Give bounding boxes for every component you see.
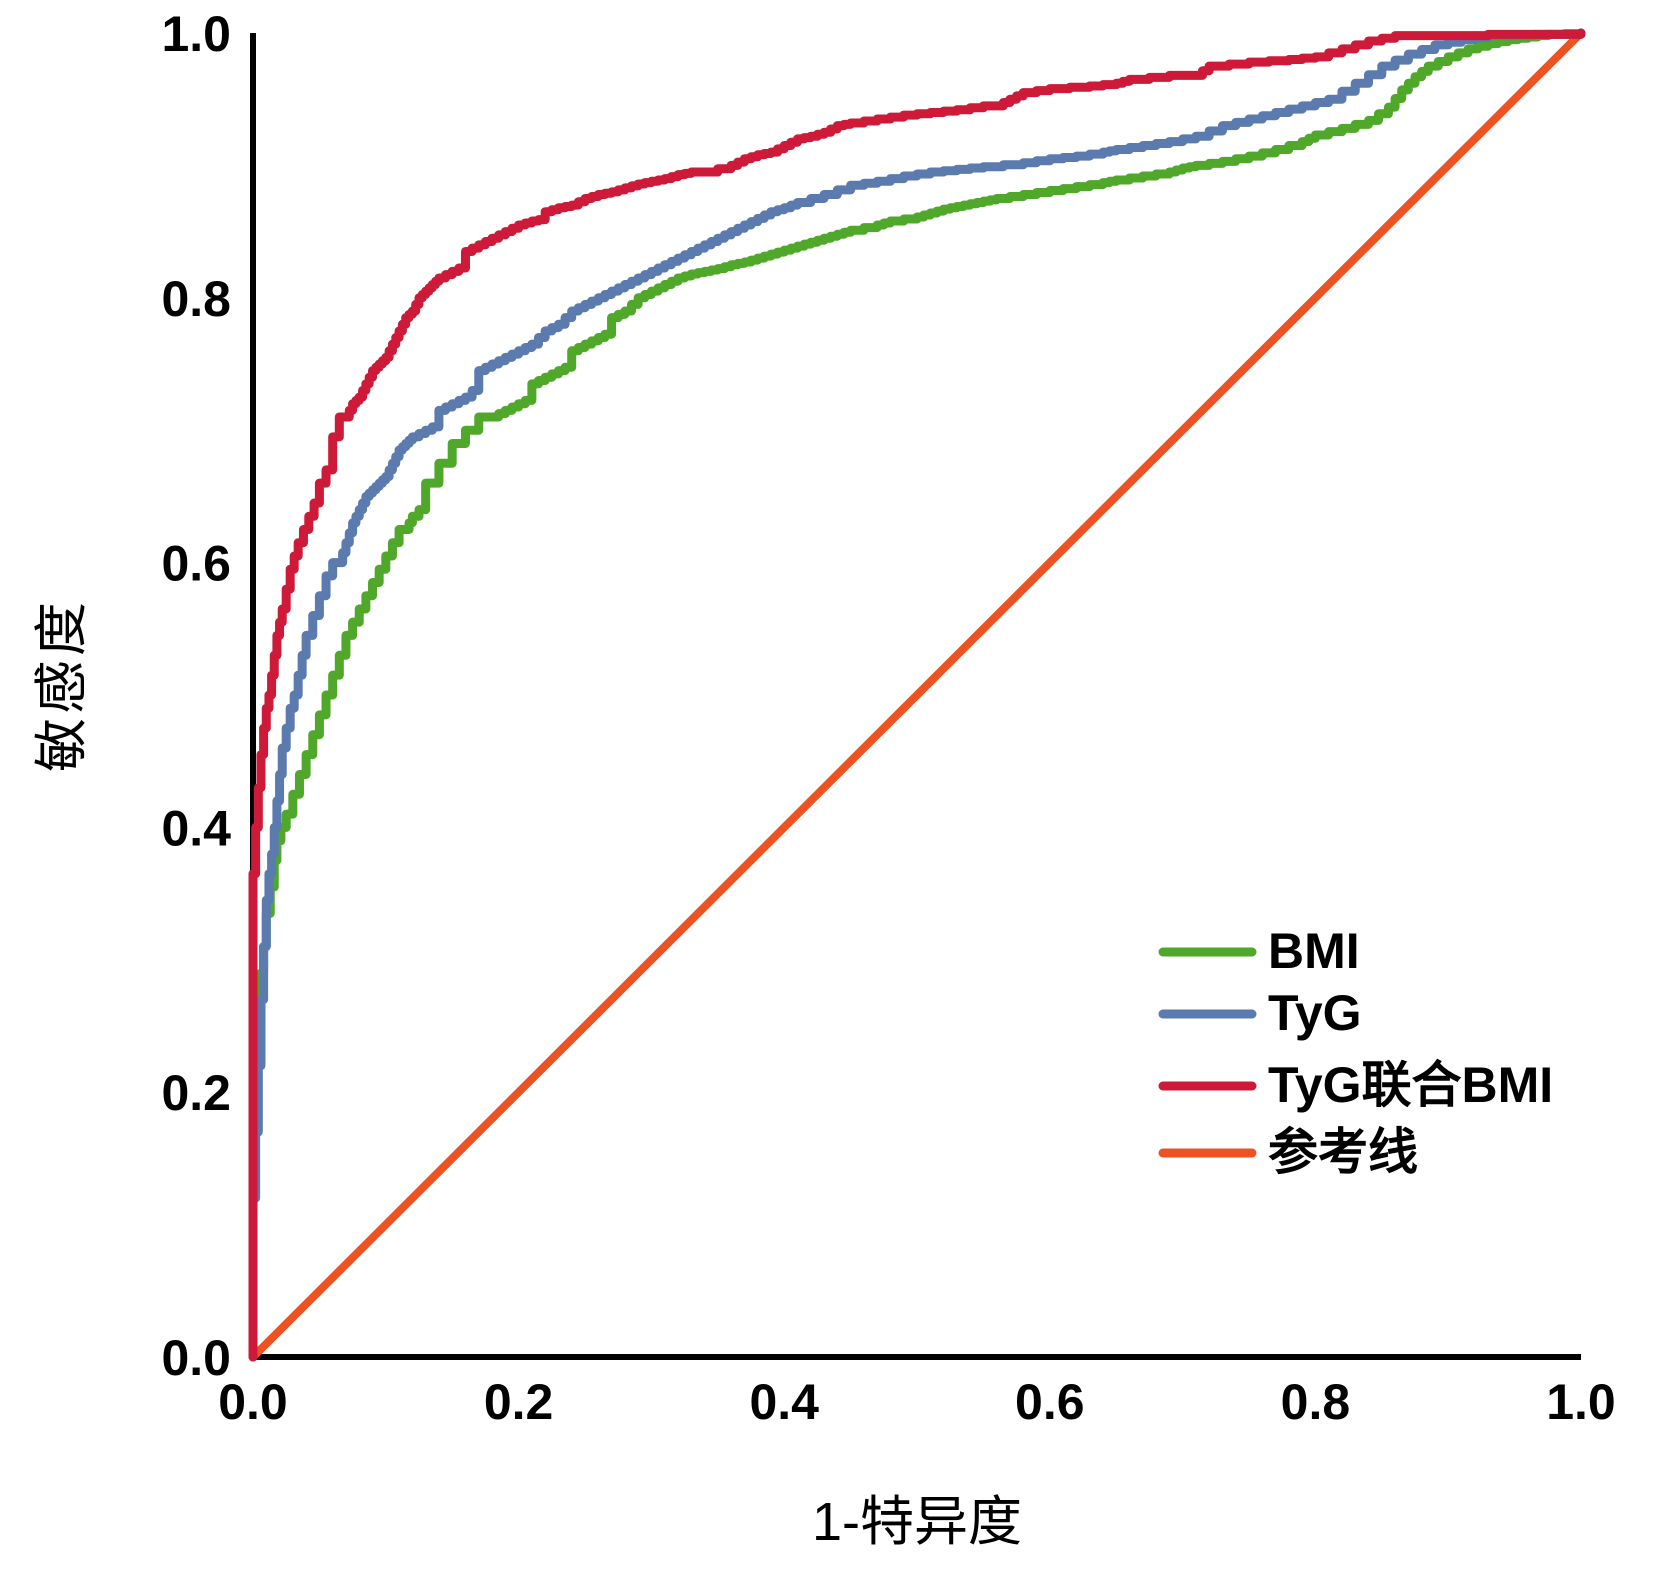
svg-text:0.8: 0.8 <box>161 271 231 327</box>
svg-text:BMI: BMI <box>1268 923 1360 979</box>
svg-text:0.2: 0.2 <box>484 1374 554 1430</box>
svg-text:0.4: 0.4 <box>749 1374 819 1430</box>
svg-text:参考线: 参考线 <box>1268 1124 1418 1180</box>
svg-text:0.6: 0.6 <box>161 536 231 592</box>
svg-text:0.4: 0.4 <box>161 800 231 856</box>
svg-text:0.6: 0.6 <box>1015 1374 1085 1430</box>
svg-text:TyG联合BMI: TyG联合BMI <box>1268 1057 1553 1113</box>
svg-text:1.0: 1.0 <box>161 6 231 62</box>
svg-text:敏感度: 敏感度 <box>32 598 92 772</box>
svg-text:0.0: 0.0 <box>161 1330 231 1386</box>
svg-text:1.0: 1.0 <box>1546 1374 1616 1430</box>
svg-text:TyG: TyG <box>1268 985 1362 1041</box>
svg-text:0.2: 0.2 <box>161 1065 231 1121</box>
svg-text:1-特异度: 1-特异度 <box>812 1492 1022 1552</box>
svg-text:0.8: 0.8 <box>1281 1374 1351 1430</box>
